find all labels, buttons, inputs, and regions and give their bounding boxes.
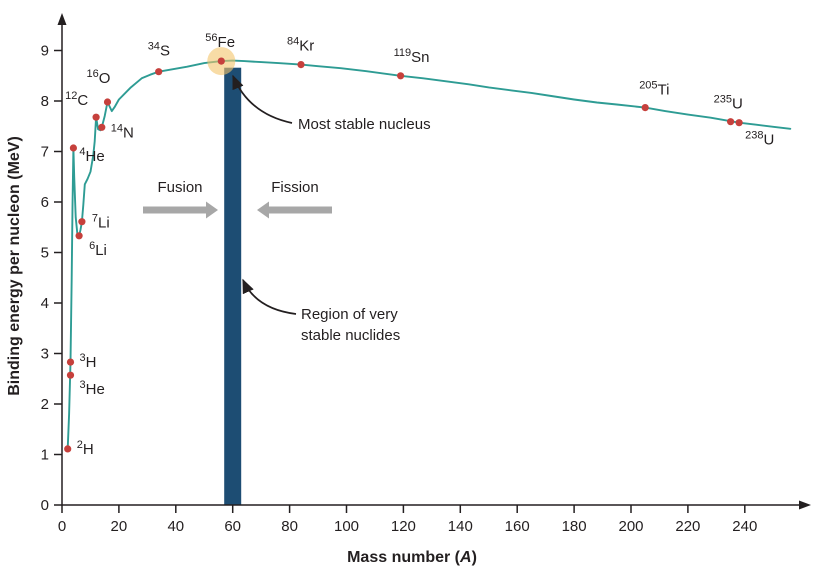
nuclide-label-34S: 34S	[148, 41, 170, 60]
x-tick-label: 240	[732, 518, 757, 535]
data-point-7Li	[78, 218, 86, 226]
x-tick-label: 80	[281, 518, 298, 535]
nuclide-label-238U: 238U	[745, 130, 774, 149]
most-stable-label: Most stable nucleus	[298, 116, 431, 133]
nuclide-label-3He: 3He	[80, 379, 105, 398]
stable-region-arrow	[242, 278, 297, 315]
x-tick-label: 40	[167, 518, 184, 535]
y-tick-label: 7	[41, 144, 49, 161]
fusion-label: Fusion	[157, 179, 202, 196]
data-point-84Kr	[297, 61, 305, 69]
nuclide-label-16O: 16O	[87, 68, 111, 87]
y-tick-label: 6	[41, 194, 49, 211]
band-layer	[224, 67, 242, 505]
most-stable-arrow	[232, 74, 293, 124]
points-layer	[64, 47, 743, 453]
nuclide-label-7Li: 7Li	[92, 213, 110, 232]
annotation-stable-region: Region of very stable nuclides	[242, 278, 400, 344]
x-tick-label: 120	[391, 518, 416, 535]
y-tick-label: 2	[41, 396, 49, 413]
data-point-34S	[155, 68, 163, 76]
fission-arrow	[257, 201, 332, 219]
annotation-most-stable: Most stable nucleus	[232, 74, 431, 133]
y-tick-label: 3	[41, 346, 49, 363]
nuclide-label-2H: 2H	[77, 439, 94, 458]
y-tick-label: 0	[41, 497, 49, 514]
y-axis-title: Binding energy per nucleon (MeV)	[6, 136, 23, 396]
x-axis-title-suffix: )	[472, 549, 477, 566]
data-point-238U	[735, 119, 743, 127]
nuclide-label-119Sn: 119Sn	[394, 47, 430, 66]
x-axis-title: Mass number (A)	[347, 549, 477, 566]
data-point-119Sn	[397, 72, 405, 80]
y-tick-label: 9	[41, 43, 49, 60]
y-axis-arrowhead	[57, 13, 67, 25]
x-axis-arrowhead	[799, 500, 811, 510]
nuclide-label-56Fe: 56Fe	[205, 32, 235, 51]
x-tick-label: 220	[675, 518, 700, 535]
nuclide-label-14N: 14N	[111, 122, 134, 141]
curve-layer	[66, 59, 792, 450]
x-tick-label: 100	[334, 518, 359, 535]
data-point-16O	[103, 98, 112, 106]
data-point-56Fe	[217, 57, 225, 65]
data-point-3H	[66, 358, 75, 366]
axes-layer: 0 20 40 60 80 100 120 140 160 180 200 220 2400123456…	[41, 13, 811, 535]
nuclide-label-205Ti: 205Ti	[639, 80, 669, 99]
nuclide-label-235U: 235U	[714, 94, 743, 113]
x-tick-label: 140	[448, 518, 473, 535]
y-tick-label: 1	[41, 447, 49, 464]
x-tick-label: 60	[224, 518, 241, 535]
x-tick-label: 0	[58, 518, 66, 535]
data-point-235U	[727, 118, 735, 126]
nuclide-label-3H: 3H	[80, 352, 97, 371]
fusion-arrow	[143, 201, 218, 219]
x-axis-title-prefix: Mass number (	[347, 549, 461, 566]
data-point-2H	[64, 445, 72, 453]
y-tick-label: 8	[41, 93, 49, 110]
nuclide-label-84Kr: 84Kr	[287, 36, 314, 55]
data-point-4He	[69, 144, 77, 152]
data-point-3He	[66, 371, 75, 379]
nuclide-label-12C: 12C	[65, 90, 88, 109]
process-arrows-layer	[143, 201, 332, 219]
x-axis-title-variable: A	[459, 549, 472, 566]
data-point-14N	[98, 123, 106, 131]
y-tick-label: 5	[41, 245, 49, 262]
x-tick-label: 20	[111, 518, 128, 535]
x-tick-label: 180	[562, 518, 587, 535]
x-tick-label: 200	[618, 518, 643, 535]
stable-nuclides-band	[224, 67, 242, 505]
y-tick-label: 4	[41, 295, 49, 312]
stable-region-label-line1: Region of very	[301, 306, 398, 323]
x-tick-label: 160	[505, 518, 530, 535]
binding-energy-curve	[66, 59, 792, 450]
data-point-6Li	[75, 232, 83, 240]
nuclide-labels-layer: 2H 3H 3He 4He 6Li 7Li 12C 14N 16O 34S 56Fe 84Kr 119S…	[65, 32, 774, 458]
stable-region-label-line2: stable nuclides	[301, 327, 400, 344]
fission-label: Fission	[271, 179, 319, 196]
data-point-12C	[92, 113, 100, 121]
nuclide-label-4He: 4He	[79, 146, 104, 165]
data-point-205Ti	[641, 104, 649, 112]
nuclide-label-6Li: 6Li	[89, 240, 107, 259]
